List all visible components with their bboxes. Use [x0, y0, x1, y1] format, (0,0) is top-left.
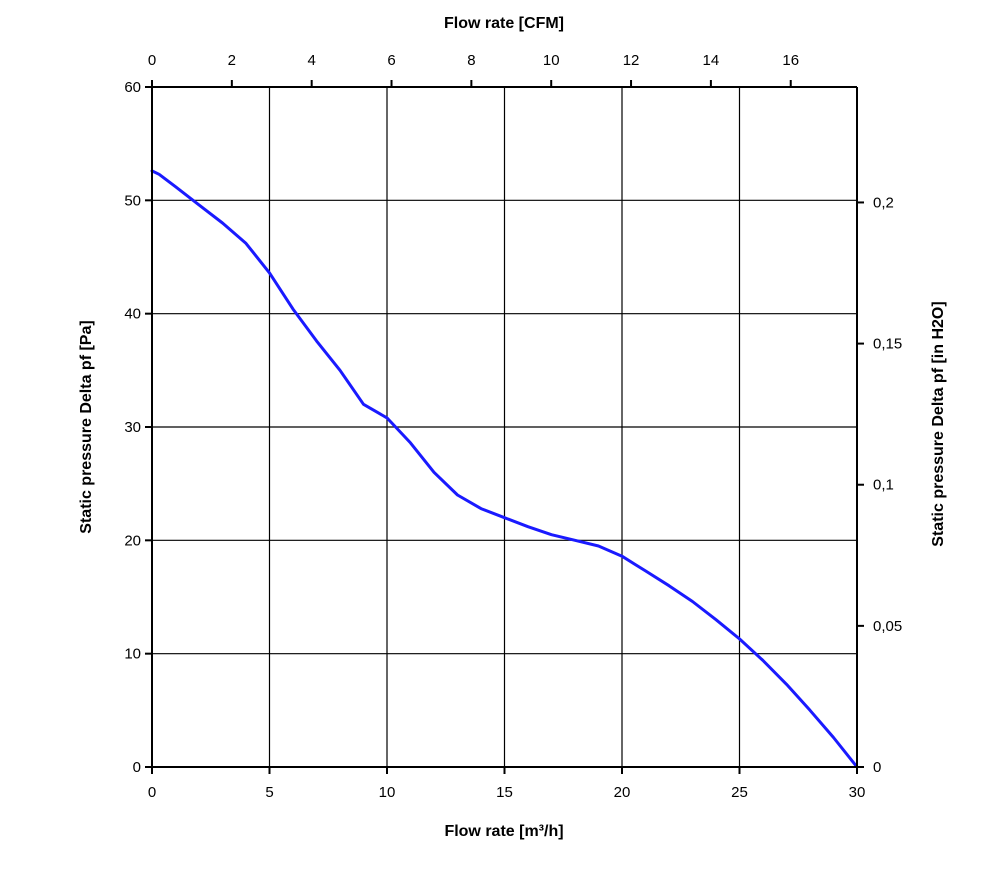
- y2-tick-label: 0,05: [873, 618, 902, 635]
- grid-layer: [152, 87, 857, 767]
- y-tick-label: 10: [124, 646, 141, 663]
- y-tick-label: 50: [124, 192, 141, 209]
- y-tick-label: 40: [124, 306, 141, 323]
- x2-tick-label: 4: [308, 52, 316, 69]
- y-tick-label: 0: [133, 759, 141, 776]
- y2-tick-label: 0,2: [873, 194, 894, 211]
- x-tick-label: 30: [849, 784, 866, 801]
- x2-axis-title: Flow rate [CFM]: [444, 15, 564, 32]
- series-line: [150, 169, 859, 769]
- x-axis-title: Flow rate [m³/h]: [444, 823, 563, 840]
- x2-tick-label: 0: [148, 52, 156, 69]
- x-tick-label: 0: [148, 784, 156, 801]
- x-tick-label: 20: [614, 784, 631, 801]
- x2-tick-label: 14: [703, 52, 720, 69]
- x-tick-label: 10: [379, 784, 396, 801]
- x2-tick-label: 16: [782, 52, 799, 69]
- x-tick-label: 25: [731, 784, 748, 801]
- y2-tick-label: 0: [873, 759, 881, 776]
- x-tick-label: 15: [496, 784, 513, 801]
- x2-tick-label: 2: [228, 52, 236, 69]
- y2-tick-label: 0,15: [873, 336, 902, 353]
- x2-tick-label: 8: [467, 52, 475, 69]
- tick-layer: 0 5 10 15 20 25 30 0 10 20 30 40 50 60 0 2 4 6 8 10 12 14 16 0 0…: [124, 52, 902, 801]
- y-tick-label: 30: [124, 419, 141, 436]
- x2-tick-label: 12: [623, 52, 640, 69]
- x2-tick-label: 10: [543, 52, 560, 69]
- y2-axis-title: Static pressure Delta pf [in H2O]: [930, 301, 947, 546]
- y-tick-label: 60: [124, 79, 141, 96]
- y-tick-label: 20: [124, 532, 141, 549]
- y-axis-title: Static pressure Delta pf [Pa]: [78, 320, 95, 533]
- x-tick-label: 5: [265, 784, 273, 801]
- line-layer: [150, 169, 859, 769]
- y2-tick-label: 0,1: [873, 477, 894, 494]
- x2-tick-label: 6: [387, 52, 395, 69]
